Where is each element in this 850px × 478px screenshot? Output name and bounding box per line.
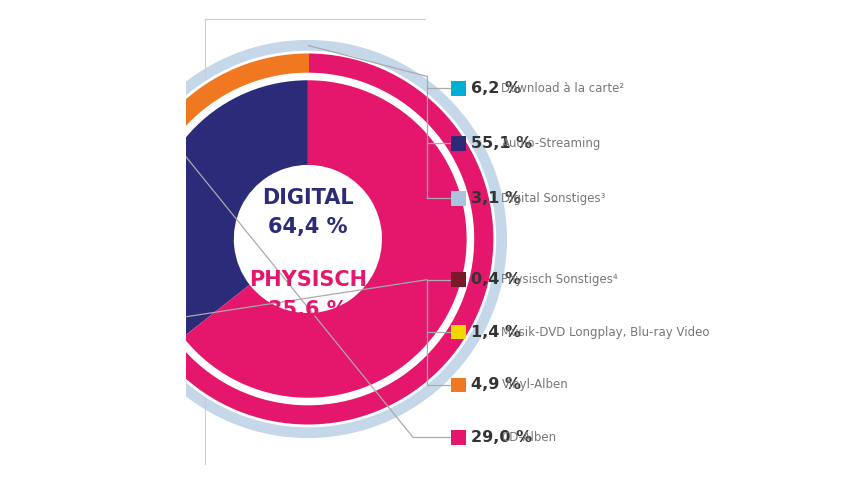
Wedge shape bbox=[122, 53, 495, 425]
Text: DIGITAL: DIGITAL bbox=[262, 188, 354, 208]
Text: 29,0 %: 29,0 % bbox=[472, 430, 532, 445]
Bar bbox=[451, 272, 466, 287]
Text: PHYSISCH: PHYSISCH bbox=[249, 270, 367, 290]
Text: Musik-DVD Longplay, Blu-ray Video: Musik-DVD Longplay, Blu-ray Video bbox=[502, 326, 710, 339]
Wedge shape bbox=[127, 53, 495, 425]
Text: Audio-Streaming: Audio-Streaming bbox=[502, 137, 601, 150]
Wedge shape bbox=[122, 53, 379, 380]
Text: 0,4 %: 0,4 % bbox=[472, 272, 521, 287]
Text: 1,4 %: 1,4 % bbox=[472, 325, 521, 340]
Text: CD-Alben: CD-Alben bbox=[502, 431, 557, 444]
Wedge shape bbox=[122, 53, 495, 425]
Text: Physisch Sonstiges⁴: Physisch Sonstiges⁴ bbox=[502, 273, 618, 286]
Bar bbox=[451, 378, 466, 392]
Bar bbox=[451, 136, 466, 151]
Text: 3,1 %: 3,1 % bbox=[472, 191, 521, 206]
Text: 35,6 %: 35,6 % bbox=[268, 300, 348, 320]
Circle shape bbox=[128, 60, 487, 418]
Wedge shape bbox=[122, 53, 495, 425]
Text: 55,1 %: 55,1 % bbox=[472, 136, 532, 151]
Wedge shape bbox=[122, 53, 495, 425]
Circle shape bbox=[110, 41, 507, 437]
Text: Digital Sonstiges³: Digital Sonstiges³ bbox=[502, 192, 606, 205]
Text: 4,9 %: 4,9 % bbox=[472, 377, 521, 392]
Bar bbox=[451, 325, 466, 339]
Text: Vinyl-Alben: Vinyl-Alben bbox=[502, 378, 569, 391]
Wedge shape bbox=[182, 79, 468, 399]
Wedge shape bbox=[122, 53, 495, 425]
Text: 6,2 %: 6,2 % bbox=[472, 81, 521, 96]
Bar bbox=[451, 430, 466, 445]
Wedge shape bbox=[148, 79, 308, 338]
Wedge shape bbox=[122, 53, 308, 354]
Bar bbox=[451, 81, 466, 96]
Text: Download à la carte²: Download à la carte² bbox=[502, 82, 625, 95]
Text: 64,4 %: 64,4 % bbox=[268, 217, 348, 237]
Bar bbox=[451, 191, 466, 206]
